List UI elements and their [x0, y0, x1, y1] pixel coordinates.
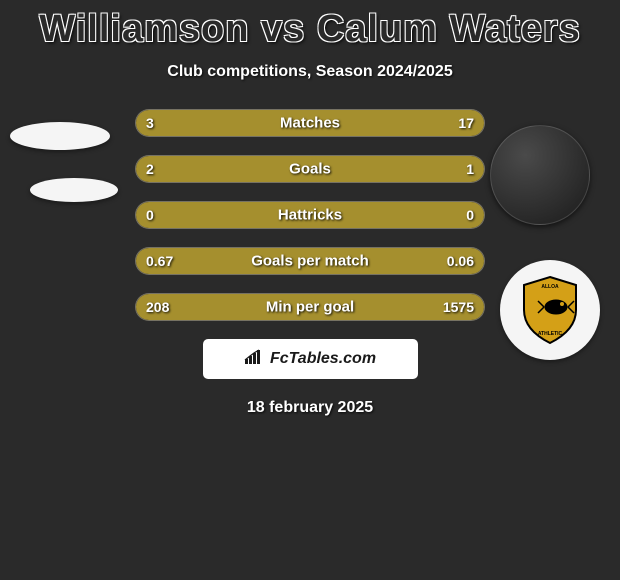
stat-value-left: 3 [146, 115, 154, 131]
chart-icon [244, 349, 264, 370]
stat-label: Goals per match [251, 253, 369, 270]
stat-value-left: 0.67 [146, 253, 173, 269]
svg-text:ATHLETIC: ATHLETIC [538, 331, 563, 337]
page-title: Williamson vs Calum Waters [0, 0, 620, 51]
brand-badge: FcTables.com [203, 339, 418, 379]
subtitle: Club competitions, Season 2024/2025 [0, 63, 620, 81]
stat-row: 0 0 Hattricks [135, 201, 485, 229]
stat-row: 208 1575 Min per goal [135, 293, 485, 321]
player-right-avatar [490, 125, 590, 225]
team-left-badge [30, 178, 118, 202]
stat-value-left: 208 [146, 299, 169, 315]
stat-value-right: 0 [466, 207, 474, 223]
stat-label: Hattricks [278, 207, 342, 224]
stat-label: Goals [289, 161, 331, 178]
stat-label: Matches [280, 115, 340, 132]
stat-value-right: 1575 [443, 299, 474, 315]
stat-value-left: 2 [146, 161, 154, 177]
player-left-avatar [10, 122, 110, 150]
stat-bar-left [136, 110, 188, 136]
stat-row: 3 17 Matches [135, 109, 485, 137]
date-label: 18 february 2025 [0, 399, 620, 417]
svg-text:ALLOA: ALLOA [541, 284, 559, 290]
team-right-badge: ALLOA ATHLETIC [500, 260, 600, 360]
stat-value-right: 1 [466, 161, 474, 177]
stat-value-left: 0 [146, 207, 154, 223]
shield-icon: ALLOA ATHLETIC [518, 275, 582, 345]
stat-bar-left [136, 156, 369, 182]
stat-value-right: 17 [458, 115, 474, 131]
stat-row: 2 1 Goals [135, 155, 485, 183]
stat-row: 0.67 0.06 Goals per match [135, 247, 485, 275]
brand-label: FcTables.com [270, 350, 376, 368]
stat-value-right: 0.06 [447, 253, 474, 269]
stat-label: Min per goal [266, 299, 354, 316]
